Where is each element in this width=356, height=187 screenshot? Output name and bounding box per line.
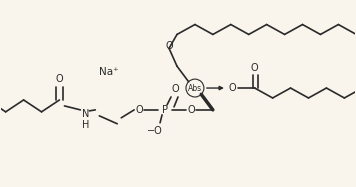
Text: O: O — [251, 63, 258, 73]
Text: O: O — [135, 105, 143, 115]
Text: Abs: Abs — [188, 84, 202, 93]
Text: −O: −O — [147, 126, 163, 136]
Text: O: O — [56, 74, 63, 84]
Text: O: O — [187, 105, 195, 115]
Text: N: N — [82, 109, 89, 119]
Text: O: O — [165, 41, 173, 51]
Text: O: O — [171, 84, 179, 94]
Text: P: P — [162, 105, 168, 115]
Text: Na⁺: Na⁺ — [99, 67, 119, 77]
Text: O: O — [229, 83, 237, 93]
Text: H: H — [82, 120, 89, 130]
